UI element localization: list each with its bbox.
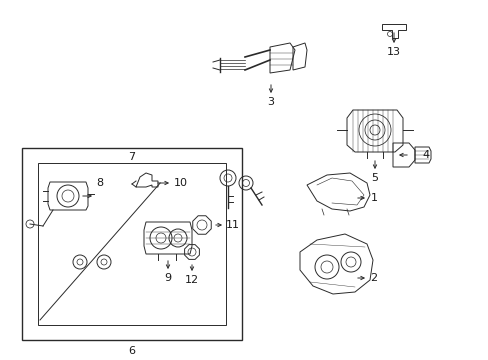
Text: 9: 9 [164, 273, 171, 283]
Text: 4: 4 [422, 150, 428, 160]
Text: 10: 10 [174, 178, 187, 188]
Text: 2: 2 [370, 273, 377, 283]
Text: 6: 6 [128, 346, 135, 356]
Bar [38, 163, 225, 325]
Text: 12: 12 [184, 275, 199, 285]
Text: 13: 13 [386, 47, 400, 57]
Text: 3: 3 [267, 97, 274, 107]
Text: 7: 7 [128, 152, 135, 162]
Text: 5: 5 [371, 173, 378, 183]
Text: 11: 11 [225, 220, 240, 230]
Text: 8: 8 [96, 178, 103, 188]
Bar [22, 148, 242, 340]
Text: 1: 1 [370, 193, 377, 203]
